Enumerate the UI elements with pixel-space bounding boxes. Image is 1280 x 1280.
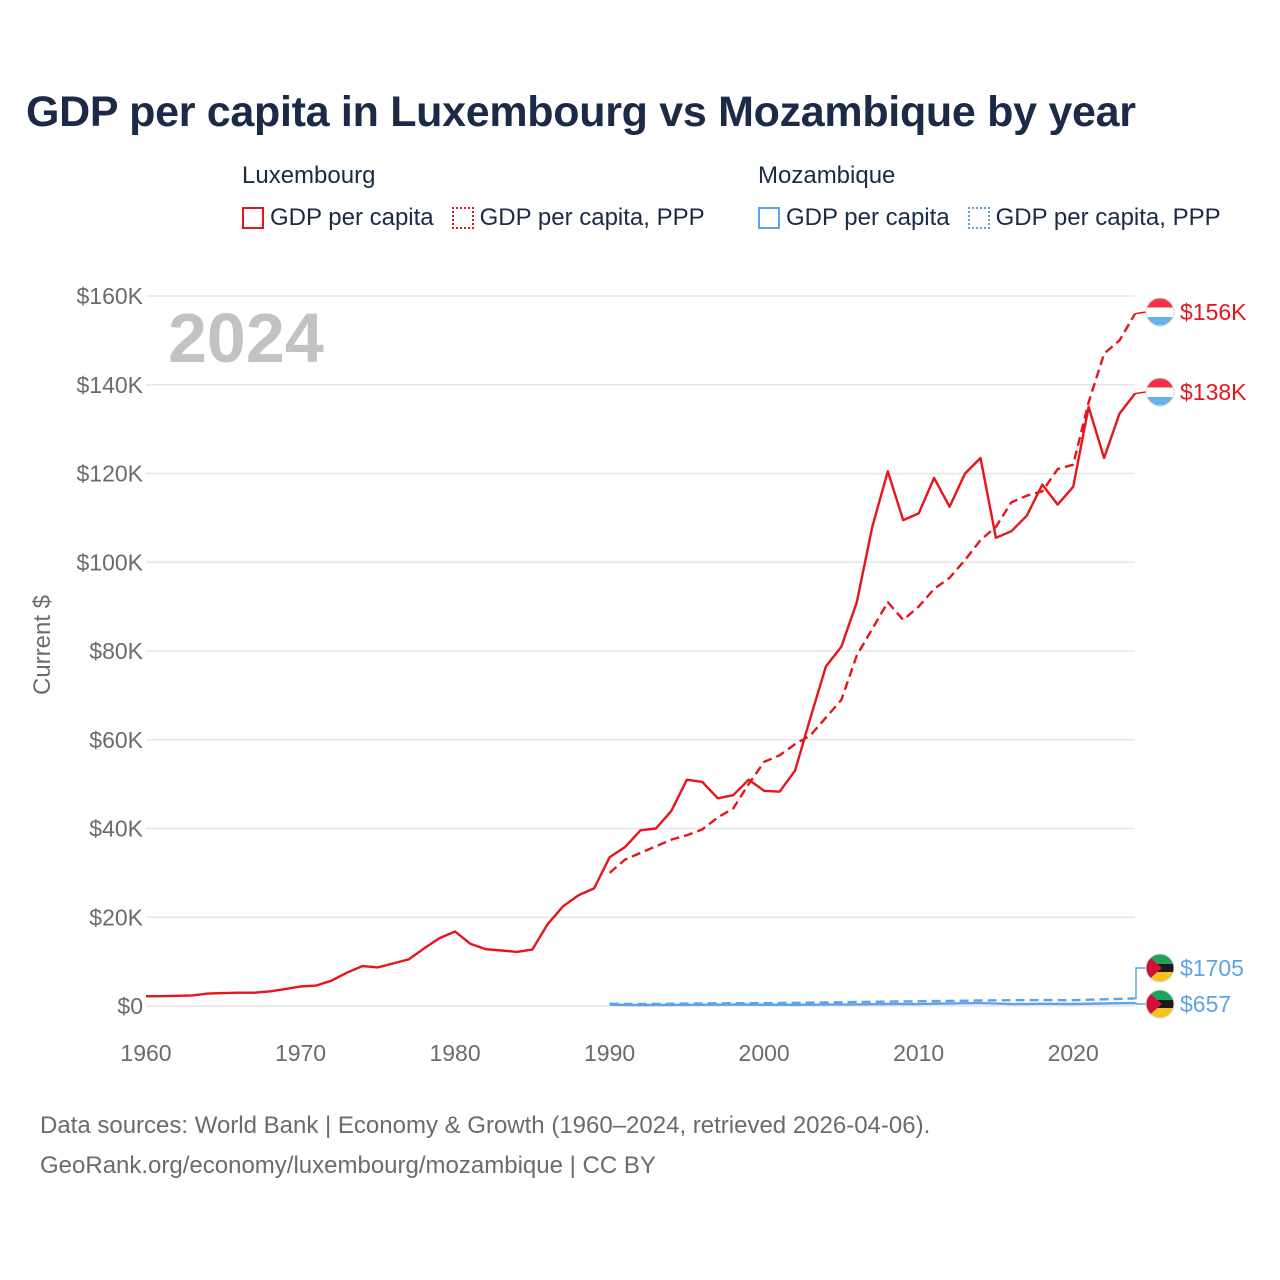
y-tick-label: $60K [89,727,143,753]
series-line-mozambique-ppp[interactable] [609,997,1136,1006]
legend-swatch-dotted [967,207,990,229]
x-tick-label: 2010 [893,1040,944,1066]
legend-label: GDP per capita [786,204,950,231]
legend-label: GDP per capita, PPP [995,204,1221,231]
y-tick-label: $100K [76,549,143,575]
legend-luxembourg: Luxembourg GDP per capita GDP per capita… [242,162,705,232]
x-tick-label: 1990 [584,1040,635,1066]
y-tick-label: $140K [76,372,143,398]
x-tick-label: 1980 [429,1040,480,1066]
flag-border [1145,297,1175,327]
legend-label: GDP per capita, PPP [479,204,705,231]
flag-border [1145,989,1175,1019]
end-connector [1135,1002,1146,1005]
legend-item-luxembourg-gdp-ppp[interactable]: GDP per capita, PPP [451,204,705,232]
flag-border [1145,953,1175,983]
sources-line-2[interactable]: GeoRank.org/economy/luxembourg/mozambiqu… [40,1152,656,1179]
flag-border [1145,377,1175,407]
legend-item-mozambique-gdp-ppp[interactable]: GDP per capita, PPP [967,204,1221,232]
legend-mozambique: Mozambique GDP per capita GDP per capita… [758,162,1221,232]
y-tick-label: $80K [89,638,143,664]
mozambique-flag-icon [1146,990,1174,1018]
end-value-label: $1705 [1180,955,1244,981]
x-tick-label: 2000 [739,1040,790,1066]
year-watermark: 2024 [168,299,324,377]
legend-item-luxembourg-gdp[interactable]: GDP per capita [242,204,434,232]
sources-line-1: Data sources: World Bank | Economy & Gro… [40,1112,931,1139]
chart-title: GDP per capita in Luxembourg vs Mozambiq… [26,88,1136,136]
y-tick-label: $40K [89,816,143,842]
y-axis-label: Current $ [29,595,56,695]
y-tick-label: $0 [117,993,143,1019]
legend-swatch-solid [758,207,780,229]
end-connector [1135,967,1146,1000]
series-line-luxembourg-ppp[interactable] [608,313,1137,874]
x-tick-label: 1970 [275,1040,326,1066]
x-tick-label: 1960 [120,1040,171,1066]
series-line-mozambique[interactable] [609,1001,1136,1007]
y-tick-label: $120K [76,461,143,487]
luxembourg-flag-icon [1146,298,1174,326]
end-connector [1134,311,1147,315]
line-chart: $0 $20K $40K $60K $80K $100K $120K $140K $160K 1… [29,283,1247,1066]
x-tick-label: 2020 [1048,1040,1099,1066]
mozambique-flag-icon [1146,954,1174,982]
legend-swatch-solid [242,207,264,229]
legend-country-mozambique: Mozambique [758,162,896,189]
y-tick-label: $20K [89,904,143,930]
y-tick-label: $160K [76,283,143,309]
series-line-luxembourg[interactable] [146,392,1136,998]
legend-country-luxembourg: Luxembourg [242,162,376,189]
legend-item-mozambique-gdp[interactable]: GDP per capita [758,204,950,232]
end-value-label: $156K [1180,299,1247,325]
data-sources: Data sources: World Bank | Economy & Gro… [40,1106,930,1186]
end-value-label: $138K [1180,379,1247,405]
luxembourg-flag-icon [1146,378,1174,406]
legend-label: GDP per capita [270,204,434,231]
end-connector [1134,391,1147,395]
end-value-label: $657 [1180,991,1231,1017]
legend-swatch-dotted [451,207,474,229]
